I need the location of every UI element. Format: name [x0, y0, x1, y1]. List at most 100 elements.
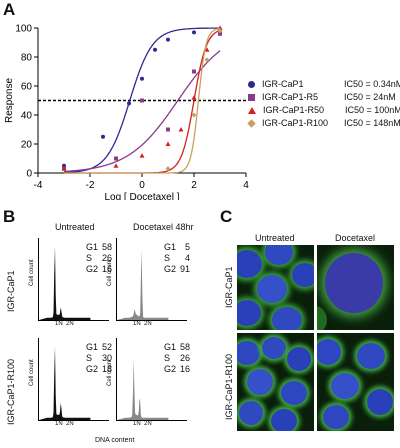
phase-label: G1 — [86, 342, 99, 352]
data-point-3 — [191, 112, 197, 118]
cell-cycle-stat-g2: G2 18 — [86, 364, 112, 374]
y-tick-label: 0 — [26, 169, 32, 180]
cell-cycle-stat-g2: G2 16 — [164, 364, 190, 374]
histogram-trace — [39, 346, 91, 420]
x-tick-label: 0 — [139, 180, 145, 191]
phase-percent: 30 — [101, 353, 112, 363]
legend-ic50-value: IC50 = 24nM — [344, 92, 396, 102]
phase-percent: 58 — [101, 242, 112, 252]
data-point-2 — [165, 141, 171, 146]
histogram-ylabel: Cell count — [107, 259, 113, 286]
data-point-0 — [140, 76, 144, 81]
x-tick-label: -4 — [34, 180, 43, 191]
fit-curve-3 — [64, 27, 221, 174]
flow-histogram: Cell count 1N 2N — [107, 238, 187, 327]
data-point-1 — [114, 156, 118, 161]
flow-header-docetaxel: Docetaxel 48hr — [133, 222, 194, 232]
legend-label: IGR-CaP1-R5 — [262, 92, 319, 102]
histogram-trace — [117, 250, 169, 320]
histogram-tick-2N: 2N — [66, 421, 74, 427]
cell-cycle-stat-s: S 26 — [86, 253, 112, 263]
cell-cycle-stat-g1: G1 52 — [86, 342, 112, 352]
legend-label: IGR-CaP1-R100 — [262, 118, 329, 128]
data-point-2 — [113, 163, 119, 168]
legend-label: IGR-CaP1-R50 — [263, 105, 325, 115]
histogram-ylabel: Cell count — [29, 359, 35, 386]
legend-marker-circle — [248, 81, 255, 89]
cell-cycle-stat-g1: G1 58 — [164, 342, 190, 352]
x-axis-label: Log [ Docetaxel ] — [104, 192, 179, 200]
phase-label: S — [164, 353, 171, 363]
micro-image-cap1-docetaxel — [317, 245, 394, 330]
data-point-2 — [61, 166, 67, 171]
data-point-3 — [217, 28, 223, 34]
panel-c-letter: C — [220, 207, 233, 226]
flow-xaxis-label: DNA content — [95, 437, 135, 444]
phase-percent: 58 — [179, 342, 190, 352]
y-tick-label: 20 — [21, 140, 33, 151]
phase-label: G1 — [164, 242, 177, 252]
histogram-tick-2N: 2N — [144, 321, 152, 327]
fit-curve-1 — [63, 50, 221, 173]
data-point-0 — [101, 134, 105, 139]
phase-percent: 26 — [179, 353, 190, 363]
histogram-tick-1N: 1N — [133, 421, 141, 427]
data-point-2 — [178, 127, 184, 132]
histogram-tick-1N: 1N — [133, 321, 141, 327]
x-tick-label: -2 — [86, 180, 95, 191]
phase-label: G2 — [164, 264, 177, 274]
phase-percent: 16 — [101, 264, 112, 274]
data-point-1 — [218, 31, 222, 36]
legend-marker-triangle — [248, 107, 256, 115]
phase-label: S — [86, 253, 93, 263]
flow-row-label-igr-cap1-r100: IGR-CaP1-R100 — [6, 358, 16, 425]
data-point-3 — [165, 166, 171, 172]
micro-row-label-igr-cap1-r100: IGR-CaP1-R100 — [224, 353, 234, 420]
legend-label: IGR-CaP1 — [262, 79, 304, 89]
micro-image-r100-docetaxel — [317, 333, 394, 431]
y-tick-label: 100 — [15, 24, 32, 35]
legend-ic50-value: IC50 = 100nM — [345, 105, 400, 115]
data-point-1 — [192, 69, 196, 74]
histogram-tick-2N: 2N — [144, 421, 152, 427]
data-point-1 — [166, 127, 170, 132]
data-point-0 — [153, 47, 157, 52]
histogram-ylabel: Cell count — [107, 359, 113, 386]
phase-label: G1 — [86, 242, 99, 252]
y-axis-label: Response — [4, 78, 15, 123]
histogram-tick-1N: 1N — [55, 321, 63, 327]
phase-percent: 52 — [101, 342, 112, 352]
data-point-3 — [204, 57, 210, 63]
micro-header-untreated: Untreated — [255, 233, 295, 243]
cell-cycle-stat-s: S 30 — [86, 353, 112, 363]
legend-ic50-value: IC50 = 0.34nM — [344, 79, 400, 89]
y-tick-label: 60 — [21, 82, 33, 93]
y-tick-label: 40 — [21, 111, 33, 122]
flow-header-untreated: Untreated — [55, 222, 95, 232]
histogram-trace — [117, 358, 169, 420]
legend-marker-diamond — [247, 119, 256, 128]
flow-histogram: Cell count 1N 2N — [107, 338, 187, 427]
legend-item: IGR-CaP1 IC50 = 0.34nM — [248, 79, 400, 89]
panel-a-letter: A — [3, 0, 16, 19]
flow-histogram: Cell count 1N 2N — [29, 238, 109, 327]
data-point-0 — [166, 37, 170, 42]
micro-header-docetaxel: Docetaxel — [335, 233, 376, 243]
histogram-trace — [39, 246, 91, 320]
phase-label: S — [86, 353, 93, 363]
cell-cycle-stat-g1: G1 58 — [86, 242, 112, 252]
cell-cycle-stat-g2: G2 16 — [86, 264, 112, 274]
legend-marker-square — [248, 94, 255, 102]
phase-percent: 5 — [184, 242, 190, 252]
data-point-2 — [191, 95, 197, 100]
x-tick-label: 2 — [191, 180, 197, 191]
y-tick-label: 80 — [21, 53, 33, 64]
micro-image-cap1-untreated — [237, 245, 314, 330]
data-point-2 — [204, 47, 210, 52]
micro-row-label-igr-cap1: IGR-CaP1 — [224, 266, 234, 308]
phase-percent: 4 — [184, 253, 190, 263]
data-point-2 — [139, 153, 145, 158]
legend-item: IGR-CaP1-R100 IC50 = 148nM — [247, 118, 400, 128]
flow-histogram: Cell count 1N 2N — [29, 338, 109, 427]
